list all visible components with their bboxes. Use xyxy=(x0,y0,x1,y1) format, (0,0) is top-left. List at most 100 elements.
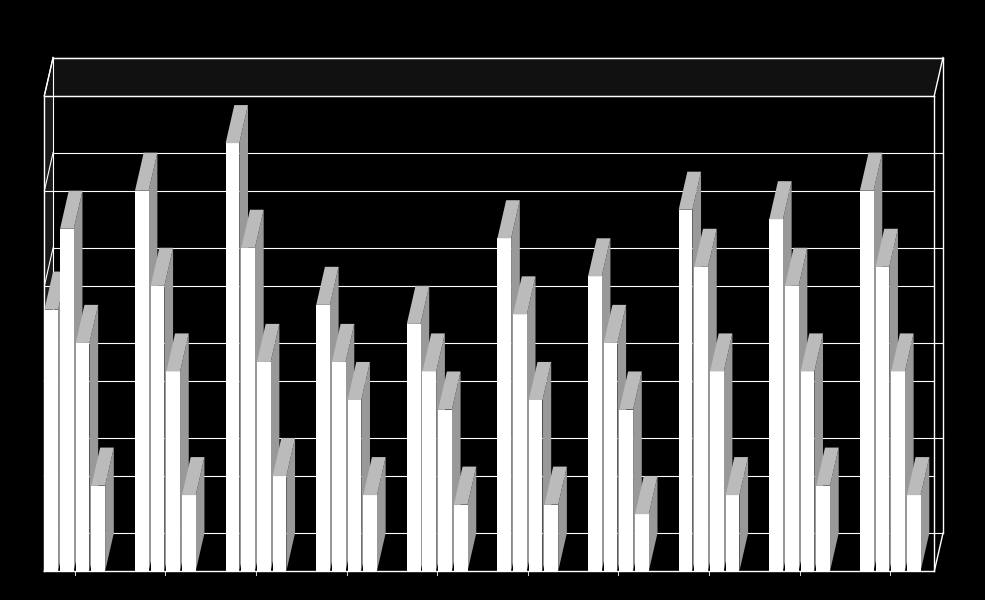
Polygon shape xyxy=(346,324,355,571)
Polygon shape xyxy=(529,362,552,400)
Polygon shape xyxy=(891,334,914,371)
Polygon shape xyxy=(105,448,114,571)
Polygon shape xyxy=(92,448,114,485)
Polygon shape xyxy=(801,334,823,371)
Bar xyxy=(226,143,239,571)
Bar xyxy=(497,238,511,571)
Polygon shape xyxy=(60,191,83,229)
Polygon shape xyxy=(860,152,883,191)
Polygon shape xyxy=(241,210,264,248)
Polygon shape xyxy=(377,457,386,571)
Bar xyxy=(332,362,346,571)
Polygon shape xyxy=(602,238,611,571)
Polygon shape xyxy=(226,105,248,143)
Polygon shape xyxy=(348,362,370,400)
Bar xyxy=(241,248,255,571)
Polygon shape xyxy=(332,324,355,362)
Polygon shape xyxy=(44,58,943,95)
Polygon shape xyxy=(692,172,701,571)
Polygon shape xyxy=(785,248,808,286)
Bar xyxy=(635,514,649,571)
Polygon shape xyxy=(58,272,67,571)
Bar xyxy=(257,362,271,571)
Bar xyxy=(801,371,815,571)
Polygon shape xyxy=(558,467,567,571)
Bar xyxy=(513,314,527,571)
Polygon shape xyxy=(407,286,429,324)
Bar xyxy=(363,495,377,571)
Bar xyxy=(92,485,105,571)
Bar xyxy=(316,305,330,571)
Bar xyxy=(348,400,361,571)
Polygon shape xyxy=(438,371,461,410)
Polygon shape xyxy=(257,324,280,362)
Polygon shape xyxy=(740,457,748,571)
Polygon shape xyxy=(166,334,189,371)
Polygon shape xyxy=(436,334,445,571)
Polygon shape xyxy=(543,362,552,571)
Polygon shape xyxy=(361,362,370,571)
Polygon shape xyxy=(330,267,339,571)
Polygon shape xyxy=(710,334,733,371)
Polygon shape xyxy=(271,324,280,571)
Polygon shape xyxy=(783,181,792,571)
Polygon shape xyxy=(799,248,808,571)
Polygon shape xyxy=(679,172,701,210)
Polygon shape xyxy=(726,457,748,495)
Bar xyxy=(694,267,708,571)
Bar xyxy=(44,310,58,571)
Bar xyxy=(135,191,149,571)
Polygon shape xyxy=(620,371,642,410)
Polygon shape xyxy=(239,105,248,571)
Polygon shape xyxy=(164,248,173,571)
Polygon shape xyxy=(876,229,898,267)
Polygon shape xyxy=(90,305,98,571)
Polygon shape xyxy=(44,58,53,571)
Bar xyxy=(876,267,889,571)
Polygon shape xyxy=(708,229,717,571)
Bar xyxy=(769,219,783,571)
Bar xyxy=(891,371,905,571)
Polygon shape xyxy=(604,305,626,343)
Polygon shape xyxy=(769,181,792,219)
Bar xyxy=(785,286,799,571)
Polygon shape xyxy=(511,200,520,571)
Bar xyxy=(151,286,164,571)
Bar xyxy=(273,476,287,571)
Bar xyxy=(545,505,558,571)
Polygon shape xyxy=(196,457,205,571)
Bar xyxy=(438,410,452,571)
Polygon shape xyxy=(817,448,838,485)
Polygon shape xyxy=(907,457,929,495)
Polygon shape xyxy=(618,305,626,571)
Polygon shape xyxy=(363,457,386,495)
Polygon shape xyxy=(180,334,189,571)
Bar xyxy=(76,343,90,571)
Polygon shape xyxy=(527,277,536,571)
Bar xyxy=(407,324,421,571)
Polygon shape xyxy=(287,438,296,571)
Polygon shape xyxy=(694,229,717,267)
Bar xyxy=(423,371,436,571)
Polygon shape xyxy=(633,371,642,571)
Polygon shape xyxy=(421,286,429,571)
Polygon shape xyxy=(545,467,567,505)
Bar xyxy=(166,371,180,571)
Polygon shape xyxy=(724,334,733,571)
Polygon shape xyxy=(273,438,296,476)
Polygon shape xyxy=(149,152,158,571)
Polygon shape xyxy=(76,305,98,343)
Polygon shape xyxy=(921,457,929,571)
Bar xyxy=(454,505,468,571)
Polygon shape xyxy=(635,476,657,514)
Polygon shape xyxy=(316,267,339,305)
Polygon shape xyxy=(452,371,461,571)
Polygon shape xyxy=(135,152,158,191)
Bar xyxy=(182,495,196,571)
Polygon shape xyxy=(74,191,83,571)
Bar xyxy=(529,400,543,571)
Polygon shape xyxy=(182,457,205,495)
Polygon shape xyxy=(905,334,914,571)
Bar xyxy=(604,343,618,571)
Polygon shape xyxy=(468,467,477,571)
